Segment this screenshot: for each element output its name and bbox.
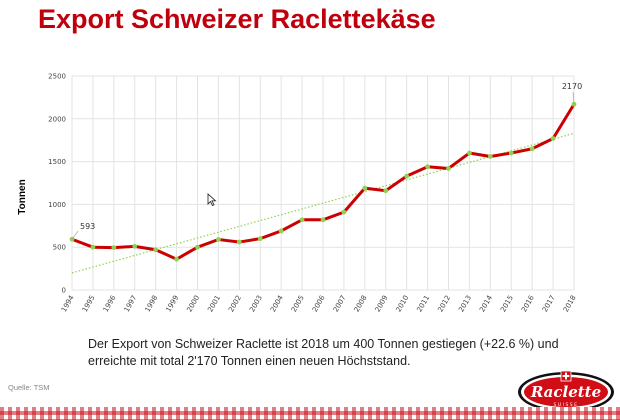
y-tick-label: 1500 bbox=[48, 158, 66, 166]
data-point bbox=[216, 237, 221, 242]
x-tick-label: 2010 bbox=[395, 294, 411, 313]
logo-wordmark: Raclette bbox=[530, 383, 601, 401]
data-point bbox=[153, 247, 159, 253]
data-label: 593 bbox=[80, 222, 95, 231]
y-tick-label: 0 bbox=[62, 287, 66, 295]
x-tick-label: 2017 bbox=[541, 294, 557, 313]
data-point bbox=[529, 146, 535, 152]
mouse-cursor-icon bbox=[207, 193, 217, 207]
chart-caption: Der Export von Schweizer Raclette ist 20… bbox=[88, 336, 588, 370]
annotation-leader bbox=[71, 231, 79, 240]
x-tick-label: 2009 bbox=[374, 294, 390, 313]
y-tick-label: 500 bbox=[53, 244, 66, 252]
raclette-suisse-logo: Raclette SUISSE bbox=[518, 370, 614, 412]
data-point bbox=[508, 150, 514, 156]
data-point bbox=[278, 228, 284, 234]
data-point bbox=[550, 136, 556, 141]
x-tick-label: 1999 bbox=[164, 294, 180, 313]
x-tick-label: 1996 bbox=[102, 294, 118, 314]
data-point bbox=[236, 239, 242, 245]
data-point bbox=[90, 244, 96, 250]
x-tick-labels: 1994 1995 1996 1997 1998 1999 2000 2001 2002 2003… bbox=[60, 294, 578, 314]
x-tick-label: 2004 bbox=[269, 294, 285, 314]
x-tick-label: 2016 bbox=[520, 294, 536, 314]
data-point bbox=[404, 173, 410, 179]
caption-line-1: Der Export von Schweizer Raclette ist 20… bbox=[88, 337, 559, 351]
x-tick-label: 1995 bbox=[81, 294, 97, 313]
annotation-group: 593 2170 bbox=[71, 82, 582, 240]
y-tick-label: 2000 bbox=[48, 115, 66, 123]
source-note: Quelle: TSM bbox=[8, 383, 50, 392]
data-point bbox=[111, 245, 117, 251]
checkered-border bbox=[0, 407, 620, 420]
x-tick-label: 2008 bbox=[353, 294, 369, 313]
y-tick-label: 2500 bbox=[48, 73, 66, 81]
x-tick-label: 1998 bbox=[144, 294, 160, 313]
x-tick-label: 2000 bbox=[185, 294, 201, 313]
data-point bbox=[467, 150, 472, 156]
data-point bbox=[132, 243, 138, 249]
data-point bbox=[383, 188, 389, 194]
slide-title: Export Schweizer Raclettekäse bbox=[38, 4, 436, 34]
annotation-leader bbox=[572, 92, 575, 105]
x-tick-label: 1997 bbox=[123, 294, 139, 313]
data-label: 2170 bbox=[562, 82, 582, 91]
series-group bbox=[69, 101, 577, 262]
data-point bbox=[425, 164, 430, 170]
data-point bbox=[257, 236, 263, 242]
x-tick-label: 2005 bbox=[290, 294, 306, 313]
data-point bbox=[320, 217, 326, 223]
y-tick-label: 1000 bbox=[48, 201, 66, 209]
x-tick-label: 2007 bbox=[332, 294, 348, 313]
data-point bbox=[341, 209, 347, 215]
x-tick-label: 2003 bbox=[248, 294, 264, 313]
data-point bbox=[446, 166, 451, 171]
data-point bbox=[174, 256, 179, 262]
x-tick-label: 2011 bbox=[415, 294, 431, 313]
chart-grid bbox=[71, 75, 575, 291]
x-tick-label: 2001 bbox=[206, 294, 222, 313]
y-axis-title: Tonnen bbox=[17, 179, 28, 214]
caption-line-2: erreichte mit total 2'170 Tonnen einen n… bbox=[88, 354, 411, 368]
x-tick-label: 2002 bbox=[227, 294, 243, 313]
y-tick-labels: 0 500 1000 1500 2000 2500 bbox=[48, 73, 66, 295]
x-tick-label: 1994 bbox=[60, 294, 76, 314]
data-point bbox=[299, 217, 305, 223]
x-tick-label: 2014 bbox=[478, 294, 494, 314]
x-tick-label: 2012 bbox=[436, 294, 452, 313]
logo-subtext: SUISSE bbox=[553, 402, 578, 408]
x-tick-label: 2006 bbox=[311, 294, 327, 314]
x-tick-label: 2015 bbox=[499, 294, 515, 313]
data-point bbox=[362, 185, 368, 191]
data-point bbox=[195, 244, 200, 250]
x-tick-label: 2018 bbox=[562, 294, 578, 313]
x-tick-label: 2013 bbox=[457, 294, 473, 313]
data-point bbox=[487, 154, 493, 159]
